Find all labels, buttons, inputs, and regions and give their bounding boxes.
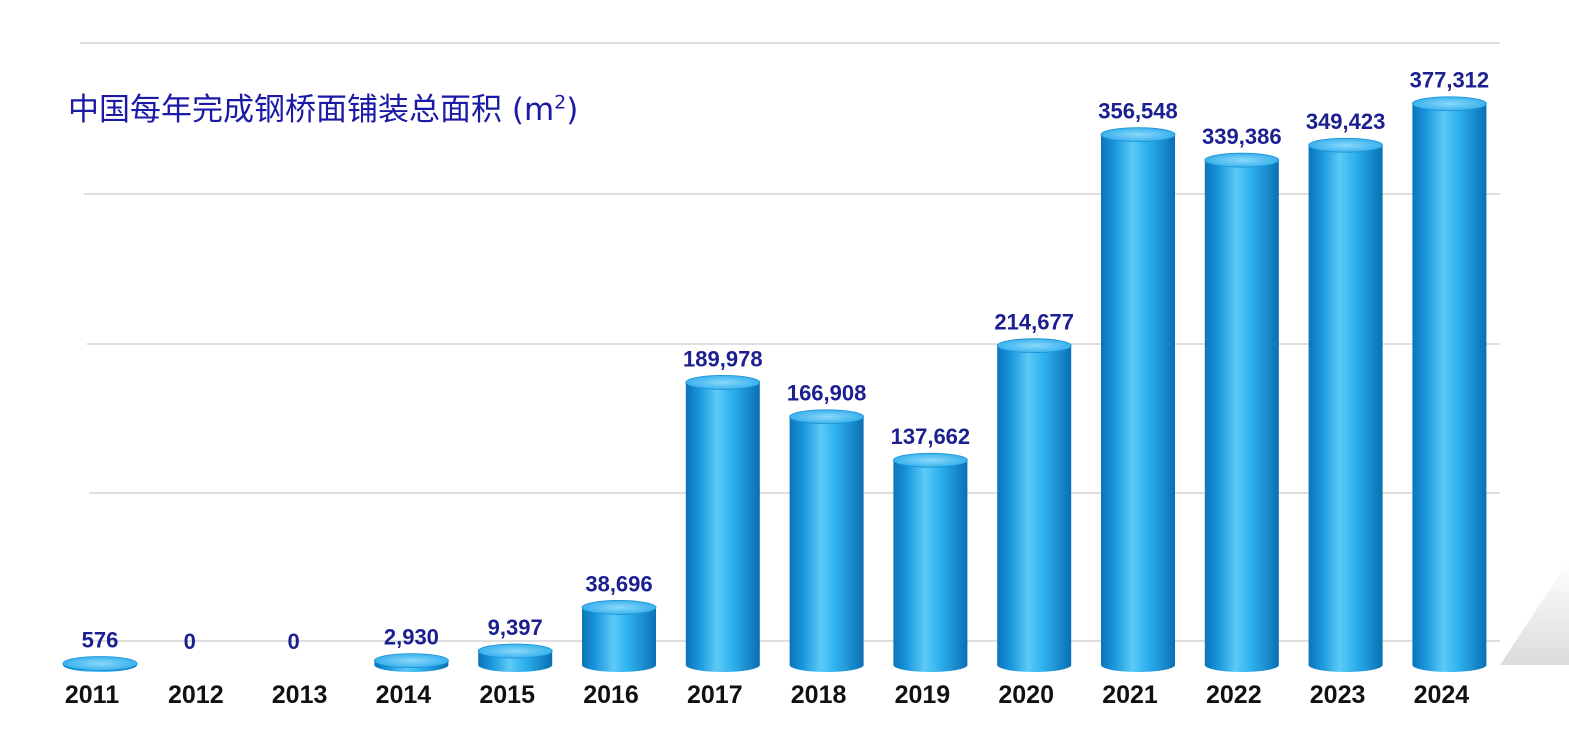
value-label: 339,386 bbox=[1202, 124, 1282, 149]
bar-top bbox=[62, 656, 138, 671]
bar bbox=[62, 656, 138, 672]
bar-top bbox=[789, 409, 864, 425]
category-labels: 2011 2012 2013 2014 2015 2016 2017 2018 2019 2020… bbox=[65, 681, 1469, 709]
category-label: 2012 bbox=[168, 681, 224, 709]
bar bbox=[581, 600, 657, 672]
bar-top bbox=[1204, 152, 1280, 168]
bar-body bbox=[893, 460, 968, 673]
bar-body bbox=[789, 416, 864, 673]
category-label: 2013 bbox=[272, 681, 328, 709]
bar-body bbox=[685, 382, 760, 673]
chart-title-text: 中国每年完成钢桥面铺装总面积 (m bbox=[68, 92, 555, 128]
bar bbox=[893, 452, 968, 673]
category-label: 2017 bbox=[687, 681, 743, 709]
value-label: 214,677 bbox=[994, 310, 1074, 335]
bar bbox=[996, 338, 1072, 672]
bar-body bbox=[582, 607, 656, 672]
bars bbox=[62, 96, 1487, 673]
category-label: 2018 bbox=[791, 681, 847, 709]
value-label: 189,978 bbox=[683, 346, 763, 371]
bar-body bbox=[1101, 134, 1175, 672]
chart-title: 中国每年完成钢桥面铺装总面积 (m2) bbox=[68, 84, 578, 129]
bar-body bbox=[1204, 160, 1279, 673]
bar bbox=[685, 375, 761, 673]
bar-top bbox=[1100, 127, 1176, 143]
bar-top bbox=[477, 643, 553, 659]
bar-body bbox=[1412, 103, 1487, 673]
bar-top bbox=[893, 452, 968, 468]
bar bbox=[789, 409, 864, 673]
value-label: 9,397 bbox=[488, 615, 543, 640]
bar bbox=[1100, 127, 1176, 672]
value-label: 0 bbox=[184, 629, 196, 654]
bar-top bbox=[1412, 96, 1487, 112]
value-label: 356,548 bbox=[1098, 99, 1178, 124]
chart-title-superscript: 2 bbox=[554, 91, 567, 114]
category-label: 2015 bbox=[479, 681, 535, 709]
value-label: 377,312 bbox=[1410, 68, 1490, 93]
category-label: 2024 bbox=[1414, 681, 1470, 709]
category-label: 2019 bbox=[895, 681, 951, 709]
bar bbox=[1308, 137, 1383, 673]
value-label: 166,908 bbox=[787, 381, 867, 406]
bar-top bbox=[581, 600, 657, 615]
value-label: 349,423 bbox=[1306, 109, 1386, 134]
category-label: 2023 bbox=[1310, 681, 1366, 709]
value-label: 576 bbox=[82, 628, 119, 653]
value-label: 0 bbox=[287, 629, 299, 654]
bar-body bbox=[997, 345, 1072, 672]
category-label: 2016 bbox=[583, 681, 639, 709]
bar-top bbox=[373, 653, 449, 669]
category-label: 2014 bbox=[376, 681, 432, 709]
value-label: 137,662 bbox=[891, 424, 971, 449]
value-labels: 576 0 0 2,930 9,397 38,696 189,978 166,908 137,6… bbox=[82, 68, 1490, 654]
bar bbox=[1204, 152, 1280, 673]
value-label: 38,696 bbox=[585, 571, 652, 596]
bar bbox=[373, 653, 449, 673]
category-label: 2021 bbox=[1102, 681, 1158, 709]
bar-top bbox=[685, 375, 761, 390]
chart-title-close: ) bbox=[566, 92, 579, 128]
value-label: 2,930 bbox=[384, 625, 439, 650]
category-label: 2020 bbox=[998, 681, 1054, 709]
bar-top bbox=[996, 338, 1072, 354]
category-label: 2011 bbox=[65, 681, 119, 709]
bar-top bbox=[1308, 137, 1383, 153]
bar bbox=[477, 643, 553, 673]
bar bbox=[1412, 96, 1487, 673]
bar-body bbox=[1308, 145, 1383, 673]
category-label: 2022 bbox=[1206, 681, 1262, 709]
